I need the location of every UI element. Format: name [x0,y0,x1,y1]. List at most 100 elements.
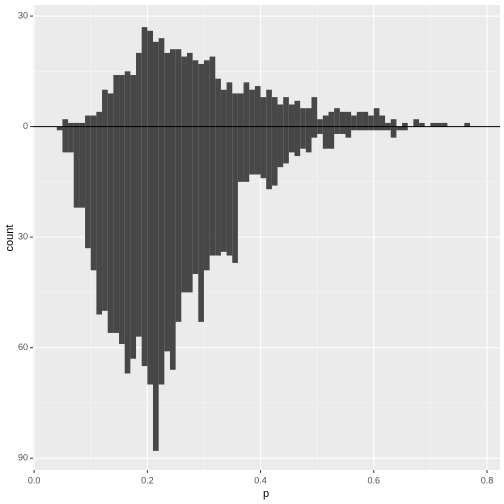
bar [379,115,386,127]
bar [62,119,69,127]
bar [158,38,165,127]
bar [254,86,261,127]
bar [390,126,397,138]
bar [334,126,340,134]
bar [215,78,221,127]
bar [362,111,369,127]
bar [430,122,437,127]
bar [419,122,425,127]
y-tick-label: 30 [18,10,28,20]
bar [102,89,108,127]
bar [271,97,278,127]
bar [68,122,74,127]
bar [153,41,159,127]
y-tick-label: 30 [18,232,28,242]
bar [147,126,154,385]
bar [436,122,442,127]
x-tick-label: 0.2 [141,475,154,485]
bar [328,126,335,149]
bar [181,56,187,127]
bar [158,126,165,385]
bar [198,63,204,127]
bar [96,126,103,315]
bar [220,126,227,252]
bar [186,52,193,127]
bar [124,71,131,127]
bar [90,126,97,271]
bar [243,82,250,127]
bar [283,126,289,164]
bar [192,60,199,127]
bar [136,52,142,127]
bar [305,126,312,153]
bar [237,93,244,127]
bar [85,126,91,249]
bar [119,75,125,127]
bar [351,115,357,127]
bar [413,119,420,127]
bar [85,115,91,127]
bar [186,126,193,293]
bar [79,126,86,208]
bar [373,108,380,127]
bar [356,126,363,131]
bar [102,126,108,311]
bar [107,126,114,333]
x-tick-label: 0.6 [368,475,381,485]
bar [124,126,131,374]
y-tick-label: 0 [23,121,28,131]
bar [62,126,69,153]
bar [226,82,233,127]
y-axis-title: count [4,225,16,252]
bar [56,126,63,131]
bar [220,89,227,127]
bar [209,126,216,256]
bar [260,126,267,179]
bar [300,126,306,149]
bar [345,126,352,138]
bar [203,126,210,271]
x-tick-label: 0.4 [254,475,267,485]
x-axis-title: p [263,488,269,500]
bar [373,126,380,131]
bar [317,119,323,127]
bar [294,100,301,127]
x-tick-label: 0.8 [481,475,494,485]
y-tick-label: 90 [18,453,28,463]
bar [237,126,244,182]
bar [311,126,318,138]
bar [385,126,391,131]
bar [334,108,340,127]
bar [249,89,255,127]
bar [464,122,470,127]
bar [249,126,255,175]
bar [175,49,182,127]
bar [107,93,114,127]
bar [317,126,323,134]
bar [141,126,148,367]
bar [181,126,187,293]
bar [73,122,80,127]
bar [254,126,261,175]
bar [351,126,357,131]
bar [288,104,295,127]
bar [79,122,86,127]
bar [175,126,182,322]
bar [305,108,312,127]
bar [209,56,216,127]
bar [288,126,295,153]
bar [260,97,267,127]
bar [402,126,408,131]
bar [203,60,210,127]
bar [113,126,120,333]
bar [113,75,120,127]
bar [322,126,329,149]
bar [169,49,176,127]
bar [73,126,80,208]
bar [356,111,363,127]
bar [130,75,137,127]
bar [130,126,137,359]
bar [294,126,301,157]
x-tick-label: 0.0 [28,475,41,485]
bar [232,126,238,263]
